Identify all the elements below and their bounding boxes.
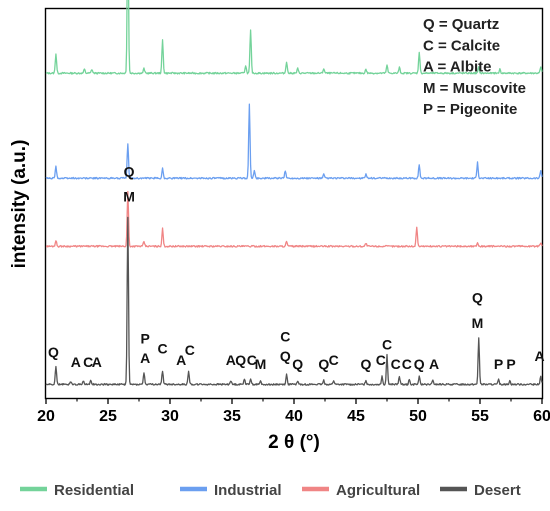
- x-tick-label: 30: [161, 408, 179, 425]
- x-tick-label: 20: [37, 408, 55, 425]
- peak-label: C: [280, 329, 290, 345]
- phase-key-entry: P = Pigeonite: [423, 101, 517, 118]
- phase-key: Q = Quartz C = Calcite A = Albite M = Musco…: [423, 16, 526, 118]
- phase-key-entry: Q = Quartz: [423, 16, 499, 33]
- peak-label: Q: [472, 290, 483, 306]
- y-axis-label: intensity (a.u.): [9, 140, 30, 269]
- peak-label: Q: [124, 163, 135, 179]
- series-line-agricultural: [45, 190, 543, 248]
- x-axis-label: 2 θ (°): [268, 432, 320, 453]
- peak-label: P: [506, 356, 515, 372]
- peak-label: C: [402, 356, 412, 372]
- peak-label: A: [176, 352, 186, 368]
- series-line-residential: [45, 0, 543, 75]
- peak-label: C: [376, 352, 386, 368]
- peak-label: A: [140, 350, 150, 366]
- peak-label: M: [255, 356, 267, 372]
- peak-label: P: [494, 356, 503, 372]
- peak-label: C: [185, 342, 195, 358]
- peak-label: A: [71, 354, 81, 370]
- peak-label: A: [226, 352, 236, 368]
- legend-label-agricultural: Agricultural: [336, 482, 420, 499]
- peak-label: Q: [280, 348, 291, 364]
- peak-label: Q: [360, 356, 371, 372]
- phase-key-entry: C = Calcite: [423, 37, 500, 54]
- peak-label: Q: [235, 352, 246, 368]
- peak-label: Q: [48, 344, 59, 360]
- peak-label: Q: [292, 356, 303, 372]
- peak-label: C: [329, 352, 339, 368]
- series-layer: [45, 0, 543, 386]
- peak-label: M: [472, 315, 484, 331]
- peak-label: C: [83, 354, 93, 370]
- x-tick-label: 45: [347, 408, 365, 425]
- series-line-desert: [45, 216, 543, 386]
- x-tick-label: 55: [471, 408, 489, 425]
- legend-label-residential: Residential: [54, 482, 134, 499]
- peak-label: C: [247, 352, 257, 368]
- legend-label-desert: Desert: [474, 482, 521, 499]
- phase-key-entry: A = Albite: [423, 59, 491, 76]
- x-tick-label: 50: [409, 408, 427, 425]
- peak-label: P: [141, 331, 150, 347]
- peak-label: C: [158, 340, 168, 356]
- peak-label: A: [534, 348, 544, 364]
- series-line-industrial: [45, 103, 543, 180]
- x-tick-label: 40: [285, 408, 303, 425]
- peak-label: Q: [318, 356, 329, 372]
- phase-key-entry: M = Muscovite: [423, 80, 526, 97]
- legend-label-industrial: Industrial: [214, 482, 282, 499]
- peak-label: Q: [414, 356, 425, 372]
- peak-label: M: [123, 189, 135, 205]
- x-axis: 20 25 30 35 40 45 50 55 60: [37, 398, 550, 425]
- peak-label: C: [391, 356, 401, 372]
- x-tick-label: 60: [533, 408, 550, 425]
- peak-label: A: [92, 354, 102, 370]
- peak-label: C: [382, 336, 392, 352]
- legend: Residential Industrial Agricultural Desert: [20, 482, 521, 499]
- x-tick-label: 25: [99, 408, 117, 425]
- peak-label: A: [429, 356, 439, 372]
- x-tick-label: 35: [223, 408, 241, 425]
